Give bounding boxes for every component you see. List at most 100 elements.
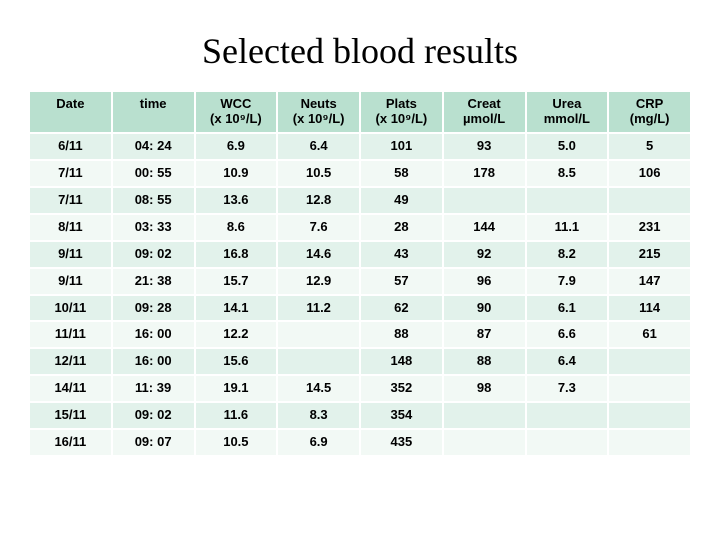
cell-neuts: 8.3	[278, 403, 359, 428]
cell-wcc: 16.8	[196, 242, 277, 267]
col-header-creat: Creatµmol/L	[444, 92, 525, 132]
cell-wcc: 8.6	[196, 215, 277, 240]
cell-plats: 148	[361, 349, 442, 374]
cell-date: 6/11	[30, 134, 111, 159]
cell-time: 00: 55	[113, 161, 194, 186]
cell-creat	[444, 430, 525, 455]
cell-time: 09: 07	[113, 430, 194, 455]
table-row: 14/1111: 3919.114.5352987.3	[30, 376, 690, 401]
cell-urea: 7.3	[527, 376, 608, 401]
cell-urea: 11.1	[527, 215, 608, 240]
col-header-date: Date	[30, 92, 111, 132]
cell-urea: 8.2	[527, 242, 608, 267]
cell-urea: 6.4	[527, 349, 608, 374]
cell-crp	[609, 349, 690, 374]
cell-date: 9/11	[30, 242, 111, 267]
cell-neuts	[278, 322, 359, 347]
cell-urea: 8.5	[527, 161, 608, 186]
cell-neuts: 14.6	[278, 242, 359, 267]
cell-time: 04: 24	[113, 134, 194, 159]
cell-plats: 62	[361, 296, 442, 321]
cell-neuts: 12.9	[278, 269, 359, 294]
cell-wcc: 13.6	[196, 188, 277, 213]
cell-plats: 58	[361, 161, 442, 186]
cell-neuts: 6.9	[278, 430, 359, 455]
cell-date: 9/11	[30, 269, 111, 294]
table-row: 7/1100: 5510.910.5581788.5106	[30, 161, 690, 186]
cell-date: 8/11	[30, 215, 111, 240]
table-body: 6/1104: 246.96.4101935.057/1100: 5510.91…	[30, 134, 690, 455]
col-header-plats: Plats(x 10⁹/L)	[361, 92, 442, 132]
cell-plats: 354	[361, 403, 442, 428]
cell-time: 16: 00	[113, 349, 194, 374]
cell-time: 11: 39	[113, 376, 194, 401]
cell-urea: 5.0	[527, 134, 608, 159]
cell-neuts: 10.5	[278, 161, 359, 186]
cell-date: 10/11	[30, 296, 111, 321]
col-header-crp: CRP(mg/L)	[609, 92, 690, 132]
cell-wcc: 15.6	[196, 349, 277, 374]
table-row: 11/1116: 0012.2 88876.661	[30, 322, 690, 347]
cell-neuts: 12.8	[278, 188, 359, 213]
cell-date: 12/11	[30, 349, 111, 374]
cell-date: 11/11	[30, 322, 111, 347]
blood-results-table: DatetimeWCC(x 10⁹/L)Neuts(x 10⁹/L)Plats(…	[28, 90, 692, 457]
cell-crp: 5	[609, 134, 690, 159]
cell-urea	[527, 188, 608, 213]
table-row: 10/1109: 2814.111.262906.1114	[30, 296, 690, 321]
table-row: 9/1121: 3815.712.957967.9147	[30, 269, 690, 294]
cell-date: 14/11	[30, 376, 111, 401]
cell-crp: 61	[609, 322, 690, 347]
cell-neuts: 6.4	[278, 134, 359, 159]
cell-time: 08: 55	[113, 188, 194, 213]
cell-creat	[444, 188, 525, 213]
cell-date: 15/11	[30, 403, 111, 428]
cell-time: 16: 00	[113, 322, 194, 347]
cell-wcc: 11.6	[196, 403, 277, 428]
cell-urea: 7.9	[527, 269, 608, 294]
cell-plats: 49	[361, 188, 442, 213]
cell-neuts: 14.5	[278, 376, 359, 401]
cell-crp: 231	[609, 215, 690, 240]
cell-urea: 6.6	[527, 322, 608, 347]
cell-neuts: 11.2	[278, 296, 359, 321]
table-row: 6/1104: 246.96.4101935.05	[30, 134, 690, 159]
cell-crp: 106	[609, 161, 690, 186]
cell-wcc: 19.1	[196, 376, 277, 401]
cell-time: 09: 28	[113, 296, 194, 321]
table-row: 9/1109: 0216.814.643928.2215	[30, 242, 690, 267]
cell-creat: 92	[444, 242, 525, 267]
cell-urea	[527, 430, 608, 455]
cell-crp: 114	[609, 296, 690, 321]
cell-plats: 43	[361, 242, 442, 267]
cell-creat: 98	[444, 376, 525, 401]
cell-wcc: 6.9	[196, 134, 277, 159]
cell-creat: 96	[444, 269, 525, 294]
cell-crp: 215	[609, 242, 690, 267]
col-header-time: time	[113, 92, 194, 132]
cell-urea: 6.1	[527, 296, 608, 321]
cell-time: 09: 02	[113, 403, 194, 428]
cell-crp	[609, 430, 690, 455]
cell-plats: 88	[361, 322, 442, 347]
cell-time: 21: 38	[113, 269, 194, 294]
table-header-row: DatetimeWCC(x 10⁹/L)Neuts(x 10⁹/L)Plats(…	[30, 92, 690, 132]
cell-creat: 87	[444, 322, 525, 347]
cell-creat: 178	[444, 161, 525, 186]
cell-date: 16/11	[30, 430, 111, 455]
cell-plats: 57	[361, 269, 442, 294]
page-title: Selected blood results	[28, 30, 692, 72]
table-row: 8/1103: 338.67.62814411.1231	[30, 215, 690, 240]
cell-creat: 144	[444, 215, 525, 240]
cell-creat	[444, 403, 525, 428]
cell-wcc: 10.5	[196, 430, 277, 455]
cell-time: 03: 33	[113, 215, 194, 240]
cell-crp	[609, 403, 690, 428]
col-header-neuts: Neuts(x 10⁹/L)	[278, 92, 359, 132]
cell-wcc: 10.9	[196, 161, 277, 186]
cell-wcc: 14.1	[196, 296, 277, 321]
cell-plats: 28	[361, 215, 442, 240]
cell-date: 7/11	[30, 188, 111, 213]
cell-wcc: 12.2	[196, 322, 277, 347]
cell-time: 09: 02	[113, 242, 194, 267]
